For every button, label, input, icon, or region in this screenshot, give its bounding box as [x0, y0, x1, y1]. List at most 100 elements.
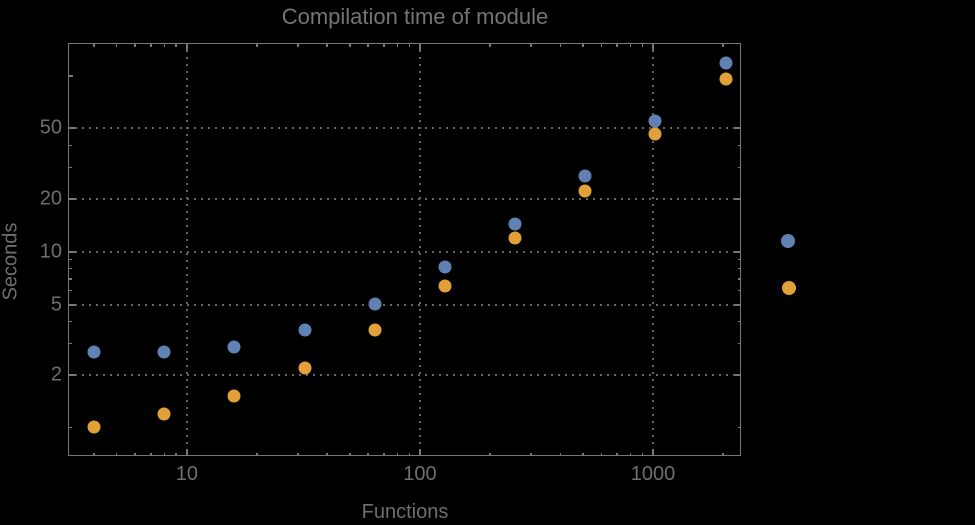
y-tick [68, 250, 75, 253]
x-tick [489, 43, 491, 47]
x-tick [652, 449, 655, 456]
y-tick [68, 267, 72, 270]
y-tick-label: 5 [50, 293, 62, 315]
y-gridline [68, 127, 741, 130]
x-tick [297, 452, 299, 456]
legend-marker-series-1 [781, 234, 795, 248]
x-tick [367, 43, 369, 47]
y-tick [68, 373, 75, 376]
data-point-series-1 [719, 56, 733, 70]
data-point-series-2 [508, 231, 522, 245]
y-tick [737, 267, 741, 270]
y-tick [68, 342, 72, 345]
y-tick [68, 289, 72, 292]
x-tick [600, 43, 603, 47]
y-tick [737, 426, 741, 429]
y-gridline [68, 373, 741, 376]
x-tick [629, 43, 632, 47]
x-tick [349, 452, 351, 456]
y-tick [68, 278, 72, 280]
x-tick [616, 452, 618, 456]
x-tick [396, 43, 399, 47]
y-tick [737, 289, 741, 292]
data-point-series-2 [157, 407, 171, 421]
x-tick [134, 452, 136, 456]
x-tick [367, 452, 369, 456]
x-axis-title: Functions [361, 501, 449, 523]
x-tick [559, 452, 562, 456]
data-point-series-1 [438, 260, 452, 274]
x-tick [326, 452, 328, 456]
x-tick-label: 1000 [630, 463, 676, 485]
x-tick [600, 452, 603, 456]
x-tick [383, 452, 385, 456]
x-tick [256, 452, 258, 456]
x-gridline [185, 43, 188, 456]
y-tick [737, 342, 741, 345]
y-tick-label: 2 [50, 363, 62, 386]
data-point-series-2 [227, 389, 241, 403]
x-tick-label: 100 [403, 463, 437, 485]
x-tick [163, 43, 166, 47]
y-tick [737, 166, 741, 169]
y-gridline [68, 250, 741, 253]
x-tick [115, 452, 118, 456]
x-tick [185, 449, 188, 456]
x-tick [185, 43, 188, 50]
x-tick [163, 452, 166, 456]
y-tick [68, 166, 72, 169]
y-tick-label: 50 [39, 116, 62, 139]
x-tick [530, 452, 532, 456]
data-point-series-1 [227, 340, 241, 354]
y-tick-label: 10 [39, 240, 62, 263]
y-tick [68, 303, 75, 306]
y-tick-label: 20 [39, 187, 62, 210]
x-tick [652, 43, 655, 50]
chart-title: Compilation time of module [281, 4, 549, 29]
data-point-series-1 [508, 217, 522, 231]
x-tick [641, 452, 644, 456]
y-tick [737, 320, 741, 323]
x-tick [530, 43, 532, 47]
y-tick [68, 74, 73, 77]
x-tick [418, 449, 421, 456]
x-gridline [652, 43, 655, 456]
y-tick [68, 127, 75, 130]
y-tick [734, 303, 741, 306]
x-tick [150, 43, 152, 47]
y-tick [68, 320, 72, 323]
data-point-series-2 [87, 420, 101, 434]
y-tick [68, 144, 72, 147]
x-tick [93, 452, 95, 456]
x-tick [582, 43, 584, 47]
x-tick [134, 43, 136, 47]
x-tick [326, 43, 328, 47]
data-point-series-2 [719, 72, 733, 86]
x-tick [641, 43, 644, 47]
x-tick [722, 43, 724, 47]
data-point-series-1 [157, 345, 171, 359]
x-tick [175, 43, 177, 47]
y-tick [734, 250, 741, 253]
x-tick [396, 452, 399, 456]
y-gridline [68, 303, 741, 306]
x-tick [175, 452, 177, 456]
data-point-series-2 [648, 127, 662, 141]
data-point-series-2 [368, 323, 382, 337]
data-point-series-2 [578, 184, 592, 198]
data-point-series-1 [298, 323, 312, 337]
x-gridline [418, 43, 421, 456]
y-axis-title: Seconds [0, 222, 22, 301]
x-tick [408, 43, 411, 47]
y-tick [734, 197, 741, 200]
x-tick-label: 10 [175, 463, 198, 485]
x-tick [383, 43, 385, 47]
x-tick [722, 452, 724, 456]
data-point-series-1 [87, 345, 101, 359]
x-tick [418, 43, 421, 50]
y-tick [734, 127, 741, 130]
y-tick [737, 258, 741, 261]
data-point-series-1 [578, 169, 592, 183]
y-tick [734, 373, 741, 376]
